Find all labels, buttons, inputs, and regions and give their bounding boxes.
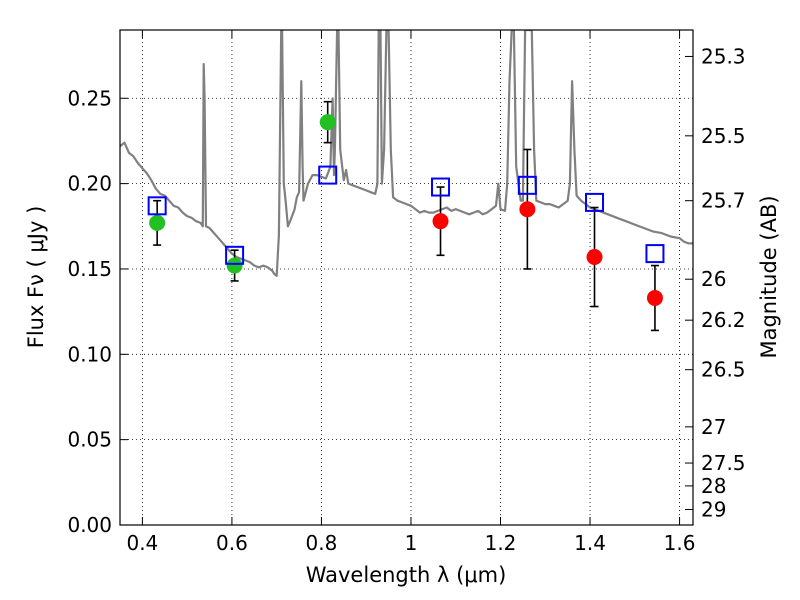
axis-ticks: 0.4 0.6 0.8 1 1.2 1.4 1.6 0.00 0.05 0.10 0.15 0.20 0… <box>67 30 746 555</box>
x-tick-label: 1.6 <box>664 531 696 555</box>
right-tick-label: 25.5 <box>701 124 746 148</box>
y-tick-label: 0.25 <box>67 86 112 110</box>
data-point <box>432 213 449 230</box>
model-point <box>645 244 665 264</box>
plot-frame <box>119 29 694 526</box>
right-tick-label: 28 <box>701 474 726 498</box>
model-point <box>517 175 537 195</box>
data-point <box>519 201 536 218</box>
data-point <box>226 257 243 274</box>
y-tick-label: 0.15 <box>67 257 112 281</box>
x-tick-label: 0.8 <box>306 531 338 555</box>
plot-background <box>120 30 693 525</box>
right-tick-label: 29 <box>701 497 726 521</box>
y-axis-label: Flux Fν ( μJy ) <box>24 206 48 349</box>
grid <box>120 30 693 526</box>
right-tick-label: 26.5 <box>701 358 746 382</box>
data-point <box>646 289 663 306</box>
right-tick-label: 26 <box>701 267 726 291</box>
spectrum-line <box>120 30 693 277</box>
x-tick-label: 0.6 <box>216 531 248 555</box>
x-tick-label: 1.2 <box>485 531 517 555</box>
y-tick-label: 0.20 <box>67 172 112 196</box>
y-tick-label: 0.05 <box>67 428 112 452</box>
spectrum-layer <box>120 30 693 277</box>
data-point <box>586 249 603 266</box>
data-point <box>149 214 166 231</box>
right-tick-label: 26.2 <box>701 308 746 332</box>
y-tick-label: 0.10 <box>67 342 112 366</box>
model-point <box>318 165 338 185</box>
model-point <box>431 177 451 197</box>
model-point <box>225 245 245 265</box>
x-axis-label: Wavelength λ (μm) <box>306 563 507 587</box>
right-tick-label: 27.5 <box>701 451 746 475</box>
model-point <box>585 192 605 212</box>
right-axis-label: Magnitude (AB) <box>757 195 781 358</box>
x-tick-label: 1.4 <box>574 531 606 555</box>
x-tick-label: 0.4 <box>126 531 158 555</box>
data-points <box>147 114 665 306</box>
right-tick-label: 27 <box>701 415 726 439</box>
right-tick-label: 25.7 <box>701 189 746 213</box>
y-tick-label: 0.00 <box>67 513 112 537</box>
data-point <box>319 114 336 131</box>
x-tick-label: 1 <box>405 531 418 555</box>
right-tick-label: 25.3 <box>701 44 746 68</box>
model-point <box>147 196 167 216</box>
